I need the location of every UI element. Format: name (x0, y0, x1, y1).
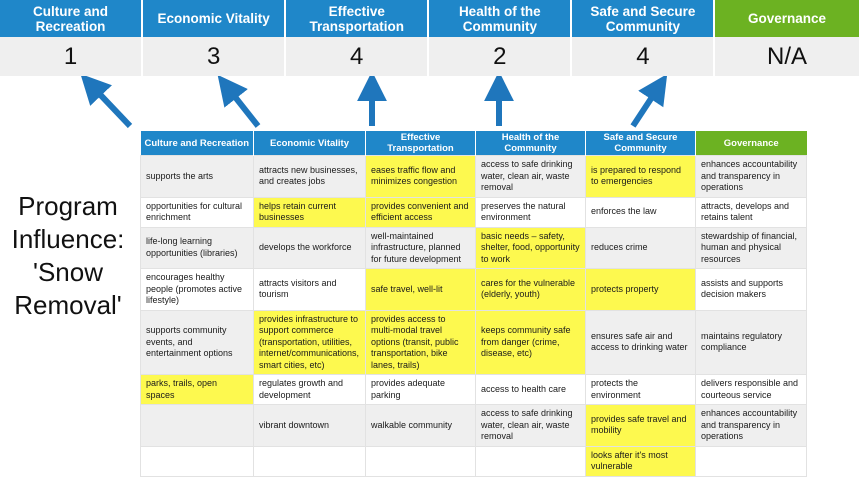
matrix-cell[interactable]: protects property (585, 268, 696, 311)
scorecard-header-row: Culture and Recreation Economic Vitality… (0, 0, 859, 37)
matrix-cell[interactable]: ensures safe air and access to drinking … (585, 309, 696, 375)
arrow-up-right-5 (630, 76, 668, 128)
matrix-cell[interactable] (253, 445, 366, 477)
caption-line-3: 'Snow (32, 257, 103, 287)
matrix-cell[interactable]: delivers responsible and courteous servi… (695, 374, 807, 405)
matrix-header-row: Culture and Recreation Economic Vitality… (140, 131, 807, 156)
scorecard-header-safe-and-secure-community[interactable]: Safe and Secure Community (572, 0, 716, 37)
matrix-cell[interactable]: walkable community (365, 404, 476, 447)
matrix-header-safe-and-secure-community[interactable]: Safe and Secure Community (585, 131, 696, 156)
scorecard-value-health-of-the-community: 2 (429, 37, 573, 76)
matrix-cell[interactable]: encourages healthy people (promotes acti… (140, 268, 254, 311)
scorecard-value-economic-vitality: 3 (143, 37, 287, 76)
matrix-cell[interactable] (475, 445, 586, 477)
matrix-cell[interactable] (365, 445, 476, 477)
matrix-cell[interactable]: provides access to multi-modal travel op… (365, 309, 476, 375)
matrix-cell[interactable]: preserves the natural environment (475, 196, 586, 228)
matrix-header-governance[interactable]: Governance (695, 131, 807, 156)
caption-line-1: Program (18, 191, 118, 221)
matrix-cell[interactable]: attracts, develops and retains talent (695, 196, 807, 228)
scorecard-header-governance[interactable]: Governance (715, 0, 859, 37)
matrix-row: supports community events, and entertain… (140, 309, 807, 375)
scorecard-header-culture-and-recreation[interactable]: Culture and Recreation (0, 0, 144, 37)
scorecard: Culture and Recreation Economic Vitality… (0, 0, 859, 76)
scorecard-value-governance: N/A (767, 42, 808, 70)
matrix-cell[interactable]: eases traffic flow and minimizes congest… (365, 155, 476, 198)
scorecard-value-culture-and-recreation: 1 (0, 37, 144, 76)
matrix-row: supports the arts attracts new businesses… (140, 155, 807, 198)
matrix-cell[interactable]: assists and supports decision makers (695, 268, 807, 311)
matrix-cell[interactable]: provides adequate parking (365, 374, 476, 405)
influence-matrix-table: Culture and Recreation Economic Vitality… (140, 131, 807, 477)
matrix-row: parks, trails, open spaces regulates grow… (140, 374, 807, 405)
matrix-cell[interactable]: helps retain current businesses (253, 196, 366, 228)
matrix-cell[interactable]: stewardship of financial, human and phys… (695, 226, 807, 269)
caption-line-2: Influence: (11, 224, 125, 254)
matrix-cell[interactable]: access to safe drinking water, clean air… (475, 404, 586, 447)
matrix-cell[interactable]: supports the arts (140, 155, 254, 198)
matrix-cell[interactable]: provides convenient and efficient access (365, 196, 476, 228)
matrix-cell[interactable]: provides safe travel and mobility (585, 404, 696, 447)
matrix-header-health-of-the-community[interactable]: Health of the Community (475, 131, 586, 156)
matrix-cell[interactable] (695, 445, 807, 477)
matrix-cell[interactable]: attracts new businesses, and creates job… (253, 155, 366, 198)
matrix-cell[interactable]: vibrant downtown (253, 404, 366, 447)
matrix-cell[interactable]: access to health care (475, 374, 586, 405)
matrix-cell[interactable]: looks after it's most vulnerable (585, 445, 696, 477)
matrix-body: supports the arts attracts new businesses… (140, 155, 807, 477)
matrix-cell[interactable]: protects the environment (585, 374, 696, 405)
matrix-cell[interactable]: attracts visitors and tourism (253, 268, 366, 311)
matrix-header-culture-and-recreation[interactable]: Culture and Recreation (140, 131, 254, 156)
matrix-cell[interactable]: access to safe drinking water, clean air… (475, 155, 586, 198)
arrow-up-left-1 (80, 76, 133, 129)
matrix-cell[interactable]: develops the workforce (253, 226, 366, 269)
scorecard-value-effective-transportation: 4 (286, 37, 430, 76)
scorecard-value-safe-and-secure-community: 4 (572, 37, 716, 76)
matrix-cell[interactable]: keeps community safe from danger (crime,… (475, 309, 586, 375)
scorecard-header-effective-transportation[interactable]: Effective Transportation (286, 0, 430, 37)
matrix-cell[interactable]: cares for the vulnerable (elderly, youth… (475, 268, 586, 311)
matrix-cell[interactable]: is prepared to respond to emergencies (585, 155, 696, 198)
matrix-row: life-long learning opportunities (librar… (140, 226, 807, 269)
program-influence-caption: Program Influence: 'Snow Removal' (0, 190, 136, 322)
matrix-cell[interactable]: opportunities for cultural enrichment (140, 196, 254, 228)
matrix-cell[interactable]: enforces the law (585, 196, 696, 228)
caption-line-4: Removal' (14, 290, 122, 320)
matrix-cell[interactable]: supports community events, and entertain… (140, 309, 254, 375)
matrix-cell[interactable]: regulates growth and development (253, 374, 366, 405)
matrix-row: vibrant downtown walkable community access… (140, 404, 807, 447)
arrow-layer (80, 76, 668, 129)
matrix-cell[interactable] (140, 404, 254, 447)
matrix-cell[interactable]: parks, trails, open spaces (140, 374, 254, 405)
matrix-cell[interactable]: well-maintained infrastructure, planned … (365, 226, 476, 269)
matrix-cell[interactable]: reduces crime (585, 226, 696, 269)
matrix-row: opportunities for cultural enrichment hel… (140, 196, 807, 228)
matrix-cell[interactable]: enhances accountability and transparency… (695, 404, 807, 447)
matrix-row: encourages healthy people (promotes acti… (140, 268, 807, 311)
scorecard-value-row: 1 3 4 2 4 N/A (0, 37, 859, 76)
matrix-header-economic-vitality[interactable]: Economic Vitality (253, 131, 366, 156)
matrix-cell[interactable]: enhances accountability and transparency… (695, 155, 807, 198)
matrix-cell[interactable]: safe travel, well-lit (365, 268, 476, 311)
matrix-cell[interactable] (140, 445, 254, 477)
matrix-cell[interactable]: provides infrastructure to support comme… (253, 309, 366, 375)
matrix-cell[interactable]: life-long learning opportunities (librar… (140, 226, 254, 269)
matrix-cell[interactable]: basic needs – safety, shelter, food, opp… (475, 226, 586, 269)
matrix-header: Culture and Recreation Economic Vitality… (140, 131, 807, 156)
matrix-row: looks after it's most vulnerable (140, 445, 807, 477)
arrow-up-left-2 (217, 76, 261, 128)
scorecard-header-health-of-the-community[interactable]: Health of the Community (429, 0, 573, 37)
matrix-cell[interactable]: maintains regulatory compliance (695, 309, 807, 375)
matrix-header-effective-transportation[interactable]: Effective Transportation (365, 131, 476, 156)
scorecard-header-economic-vitality[interactable]: Economic Vitality (143, 0, 287, 37)
